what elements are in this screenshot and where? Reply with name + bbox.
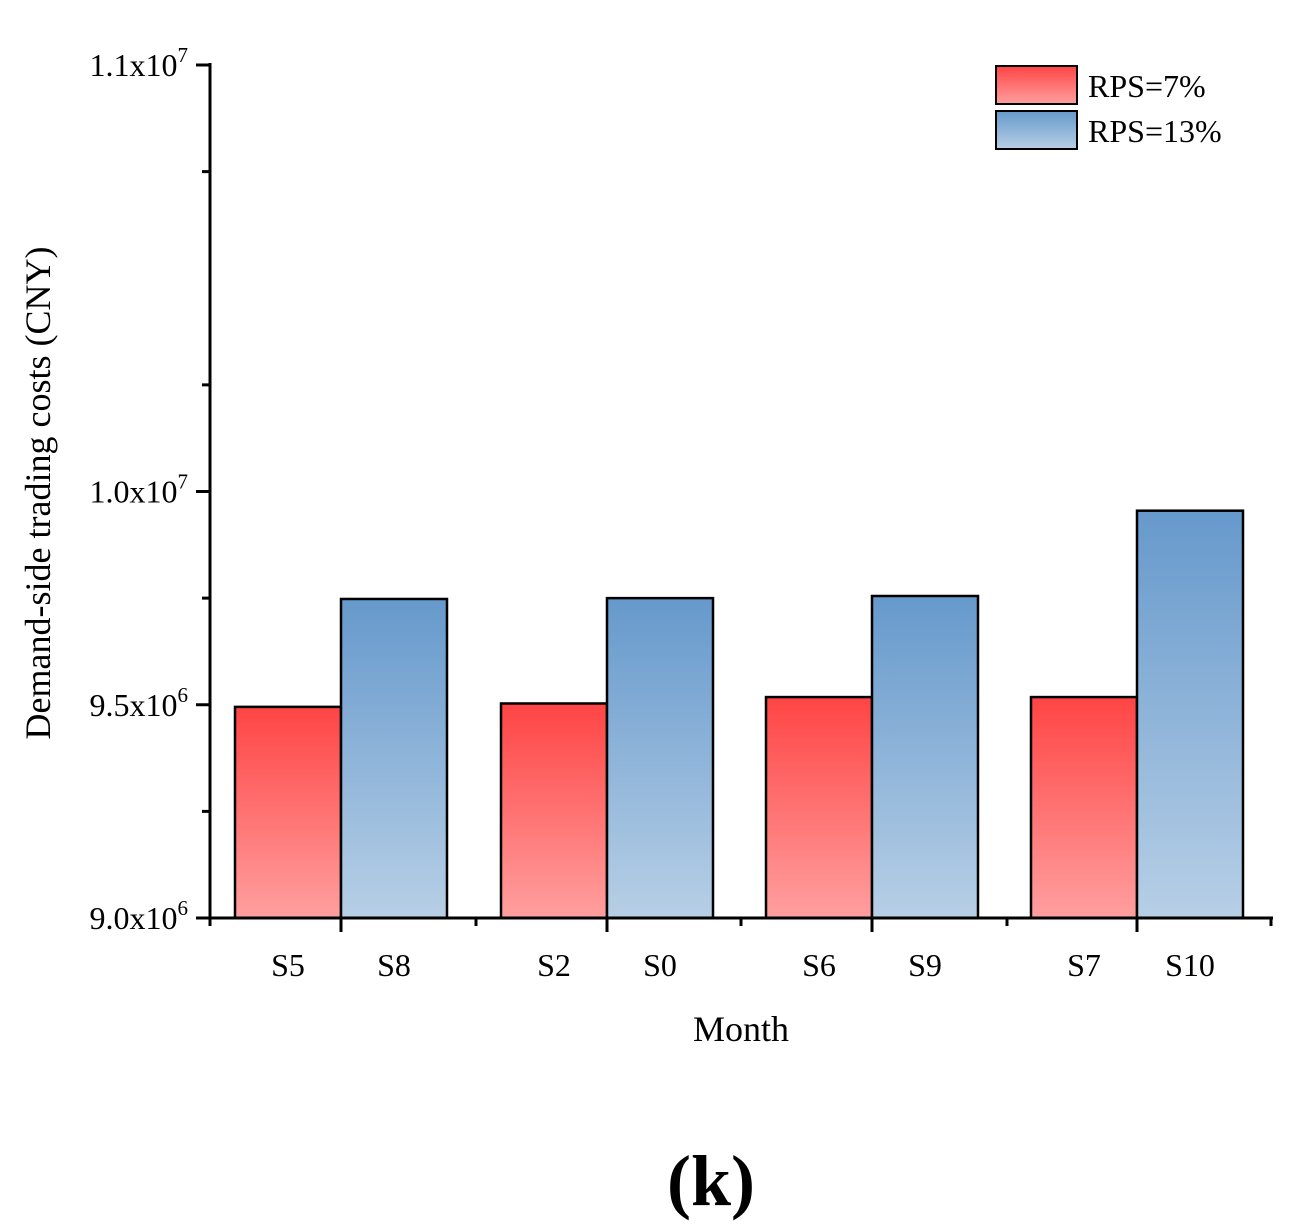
bar-s5 <box>233 705 343 920</box>
x-tick-label: S7 <box>1067 947 1101 983</box>
y-tick-label: 9.5x106 <box>90 683 189 723</box>
x-tick-label: S8 <box>377 947 411 983</box>
bar-s10 <box>1135 509 1245 920</box>
x-tick-label: S0 <box>643 947 677 983</box>
y-tick-label: 1.0x107 <box>90 470 189 510</box>
x-tick-label: S2 <box>537 947 571 983</box>
y-axis-title: Demand-side trading costs (CNY) <box>18 247 58 740</box>
bar-s8 <box>339 597 449 920</box>
bar-s0 <box>605 596 715 920</box>
legend-label: RPS=13% <box>1088 113 1222 149</box>
y-tick-label: 1.1x107 <box>90 43 189 83</box>
bar-s9 <box>870 594 980 920</box>
bar-s7 <box>1029 695 1139 920</box>
legend: RPS=7% RPS=13% <box>995 65 1222 150</box>
x-tick-label: S10 <box>1165 947 1215 983</box>
legend-swatch <box>995 65 1078 105</box>
x-tick-label: S6 <box>802 947 836 983</box>
x-tick-label: S5 <box>271 947 305 983</box>
axes-layer: 9.0x106 9.5x106 1.0x107 1.1x107 S5 S2 S6 S7 S8 S0… <box>90 43 1273 983</box>
bar-s6 <box>764 695 874 920</box>
legend-label: RPS=7% <box>1088 68 1206 104</box>
panel-label: (k) <box>667 1141 755 1221</box>
x-axis-title: Month <box>693 1009 789 1049</box>
bar-s2 <box>499 702 609 920</box>
y-tick-label: 9.0x106 <box>90 896 189 936</box>
x-tick-label: S9 <box>908 947 942 983</box>
bars-layer <box>233 509 1245 920</box>
legend-swatch <box>995 110 1078 150</box>
